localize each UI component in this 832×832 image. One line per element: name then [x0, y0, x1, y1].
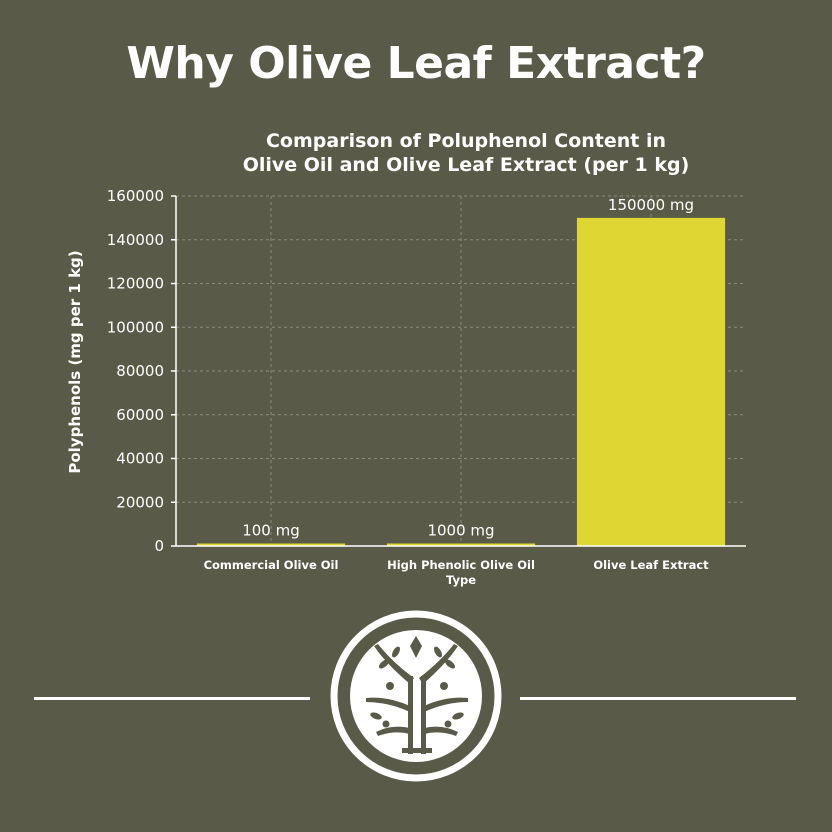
- bar-3: [576, 217, 726, 546]
- x-category-label: Olive Leaf Extract: [593, 558, 709, 572]
- x-category-label: Commercial Olive Oil: [204, 558, 339, 572]
- bar-1: [196, 543, 346, 546]
- headline: Why Olive Leaf Extract?: [126, 38, 706, 89]
- bar-2: [386, 543, 536, 546]
- y-tick-label: 160000: [107, 187, 164, 205]
- bar-data-label: 1000 mg: [427, 522, 494, 540]
- bar-data-label: 150000 mg: [608, 196, 694, 214]
- left-divider-line: [34, 697, 310, 700]
- chart-title-line-2: Olive Oil and Olive Leaf Extract (per 1 …: [243, 154, 690, 176]
- bar-data-label: 100 mg: [242, 522, 300, 540]
- y-tick-label: 60000: [116, 406, 164, 424]
- x-category-label: High Phenolic Olive Oil Type: [387, 558, 535, 587]
- right-divider-line: [520, 697, 796, 700]
- y-tick-label: 100000: [107, 318, 164, 336]
- y-tick-label: 20000: [116, 493, 164, 511]
- y-tick-label: 120000: [107, 275, 164, 293]
- chart-title-line-1: Comparison of Poluphenol Content in: [266, 130, 666, 152]
- y-tick-label: 140000: [107, 231, 164, 249]
- y-tick-label: 80000: [116, 362, 164, 380]
- y-axis-label: Polyphenols (mg per 1 kg): [66, 250, 84, 473]
- y-tick-label: 40000: [116, 450, 164, 468]
- olive-tree-logo-icon: [330, 610, 502, 782]
- polyphenol-bar-chart: Comparison of Poluphenol Content in Oliv…: [66, 130, 746, 587]
- y-tick-label: 0: [154, 537, 164, 555]
